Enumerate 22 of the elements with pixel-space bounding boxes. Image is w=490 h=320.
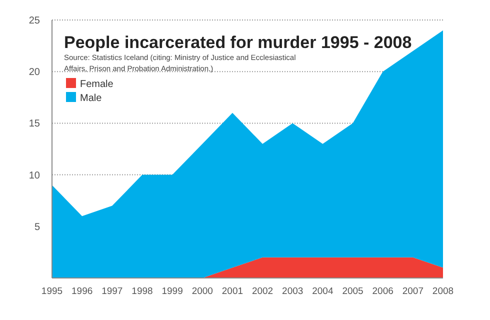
x-tick-label: 2004 xyxy=(312,286,334,297)
x-tick-label: 2003 xyxy=(282,286,304,297)
x-tick-label: 2001 xyxy=(222,286,244,297)
x-tick-label: 1999 xyxy=(162,286,183,297)
x-tick-label: 1998 xyxy=(132,286,153,297)
x-tick-label: 2005 xyxy=(342,286,364,297)
legend-label: Female xyxy=(80,79,114,90)
x-tick-label: 2007 xyxy=(402,286,424,297)
x-tick-label: 2000 xyxy=(192,286,213,297)
y-tick-label: 20 xyxy=(28,67,40,78)
x-tick-label: 1996 xyxy=(72,286,93,297)
y-tick-label: 5 xyxy=(34,222,40,233)
legend-label: Male xyxy=(80,93,102,104)
text: People incarcerated for murder 1995 - 2008 xyxy=(64,33,412,52)
x-tick-label: 2002 xyxy=(252,286,274,297)
y-tick-label: 10 xyxy=(28,170,40,182)
x-tick-label: 1997 xyxy=(102,286,123,297)
x-tick-label: 2008 xyxy=(432,286,454,297)
y-tick-label: 25 xyxy=(28,16,40,26)
y-tick-label: 15 xyxy=(28,118,40,130)
x-tick-label: 1995 xyxy=(41,286,63,297)
x-tick-label: 2006 xyxy=(372,286,394,297)
